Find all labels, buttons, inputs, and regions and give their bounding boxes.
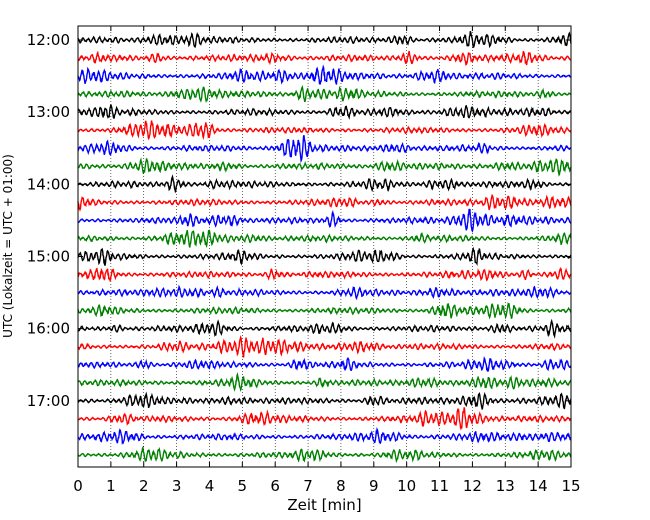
y-tick-label-15:00: 15:00 xyxy=(27,247,70,265)
x-tick-label-8: 8 xyxy=(336,477,346,495)
x-tick-label-4: 4 xyxy=(205,477,215,495)
trace-16:15 xyxy=(77,335,572,358)
x-tick-label-13: 13 xyxy=(496,477,515,495)
trace-16:30 xyxy=(77,356,572,372)
x-tick-label-6: 6 xyxy=(270,477,280,495)
y-tick-label-17:00: 17:00 xyxy=(27,392,70,410)
x-tick-label-5: 5 xyxy=(238,477,248,495)
x-tick-label-3: 3 xyxy=(172,477,182,495)
trace-12:30 xyxy=(77,64,572,85)
trace-15:30 xyxy=(77,284,572,301)
trace-15:15 xyxy=(77,266,572,282)
x-tick-label-10: 10 xyxy=(397,477,416,495)
trace-13:15 xyxy=(77,120,572,141)
trace-12:45 xyxy=(77,85,572,103)
trace-17:15 xyxy=(77,407,572,431)
x-tick-label-9: 9 xyxy=(369,477,379,495)
trace-13:45 xyxy=(77,157,572,177)
x-tick-label-14: 14 xyxy=(529,477,548,495)
y-axis-ticks: 12:00 13:00 14:00 15:00 16:00 17:00 xyxy=(27,31,571,410)
y-tick-label-12:00: 12:00 xyxy=(27,31,70,49)
trace-15:45 xyxy=(77,301,572,320)
trace-13:00 xyxy=(77,104,572,120)
seismogram-traces xyxy=(77,30,572,464)
x-tick-label-11: 11 xyxy=(430,477,449,495)
trace-15:00 xyxy=(77,246,572,267)
x-axis-ticks: 0 1 2 3 4 5 6 7 8 9 10 11 12 13 14 15 xyxy=(73,26,581,495)
trace-16:45 xyxy=(77,371,572,392)
trace-14:15 xyxy=(77,193,572,212)
plot-frame xyxy=(77,25,572,468)
trace-12:00 xyxy=(77,30,572,49)
trace-14:30 xyxy=(77,208,572,233)
trace-17:00 xyxy=(77,391,572,410)
trace-17:45 xyxy=(77,445,572,464)
x-tick-label-7: 7 xyxy=(303,477,313,495)
y-tick-label-14:00: 14:00 xyxy=(27,175,70,193)
x-axis-label: Zeit [min] xyxy=(287,496,361,514)
trace-17:30 xyxy=(77,427,572,445)
y-tick-label-16:00: 16:00 xyxy=(27,320,70,338)
trace-14:45 xyxy=(77,229,572,249)
x-tick-label-12: 12 xyxy=(463,477,482,495)
trace-13:30 xyxy=(77,135,572,164)
trace-12:15 xyxy=(77,50,572,67)
x-tick-label-2: 2 xyxy=(139,477,149,495)
y-tick-label-13:00: 13:00 xyxy=(27,103,70,121)
trace-16:00 xyxy=(77,318,572,339)
trace-14:00 xyxy=(77,174,572,194)
x-tick-label-1: 1 xyxy=(106,477,116,495)
x-tick-label-15: 15 xyxy=(561,477,580,495)
y-axis-label: UTC (Lokalzeit = UTC + 01:00) xyxy=(1,154,15,338)
x-tick-label-0: 0 xyxy=(73,477,83,495)
